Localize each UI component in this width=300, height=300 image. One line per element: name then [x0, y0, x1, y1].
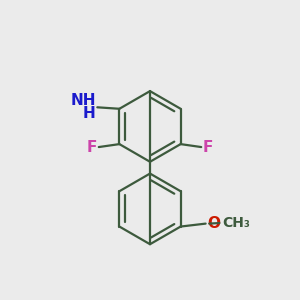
- Text: F: F: [87, 140, 97, 155]
- Text: H: H: [83, 106, 96, 121]
- Text: NH: NH: [70, 93, 96, 108]
- Text: F: F: [203, 140, 213, 155]
- Text: O: O: [207, 215, 220, 230]
- Text: CH₃: CH₃: [223, 216, 250, 230]
